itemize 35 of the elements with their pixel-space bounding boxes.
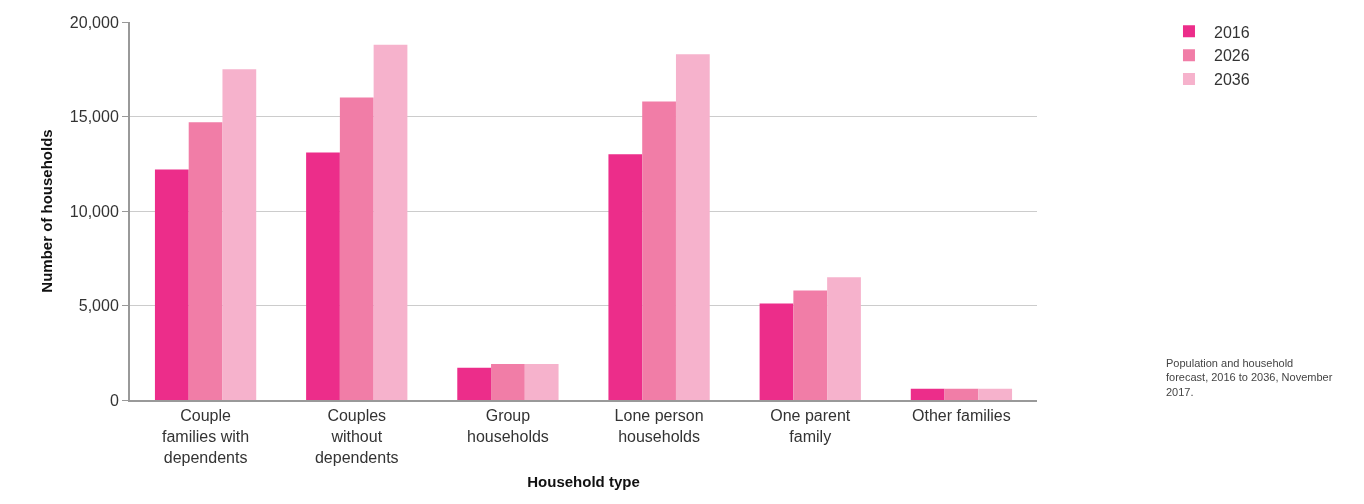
bar [188, 122, 223, 400]
bar [827, 277, 861, 400]
bar [154, 169, 189, 400]
x-tick-label: Couples without dependents [314, 407, 399, 466]
legend-label: 2036 [1213, 71, 1250, 89]
x-tick-label: Group households [467, 407, 549, 445]
x-tick-label: Lone person households [614, 407, 704, 445]
bar [339, 97, 374, 400]
x-tick-label: One parent family [770, 407, 851, 445]
bar [373, 44, 408, 400]
bar [608, 154, 643, 400]
y-tick-label: 15,000 [69, 108, 119, 126]
y-tick-label: 5,000 [78, 297, 119, 315]
y-axis-title: Number of households [37, 129, 55, 293]
text: Population and household forecast, 2016 to 2036, November 2017. [1166, 357, 1333, 398]
bar [457, 367, 492, 400]
bar [524, 364, 559, 400]
bar [759, 303, 794, 400]
y-tick-label: 10,000 [69, 202, 119, 220]
y-tick-label: 0 [109, 391, 119, 409]
x-tick-label: Other families [912, 407, 1011, 425]
x-tick-label: Couple families with dependents [162, 407, 250, 466]
bar [793, 290, 828, 400]
legend-label: 2016 [1213, 23, 1250, 41]
y-tick-label: 20,000 [69, 13, 119, 31]
bar [491, 364, 525, 400]
legend-label: 2026 [1213, 47, 1250, 65]
bar [944, 388, 979, 400]
bar [306, 152, 340, 400]
bar [675, 54, 710, 400]
x-axis-title: Household type [527, 473, 640, 491]
bar [222, 69, 257, 400]
bar [642, 101, 676, 400]
bar [910, 388, 945, 400]
bar [978, 388, 1013, 400]
